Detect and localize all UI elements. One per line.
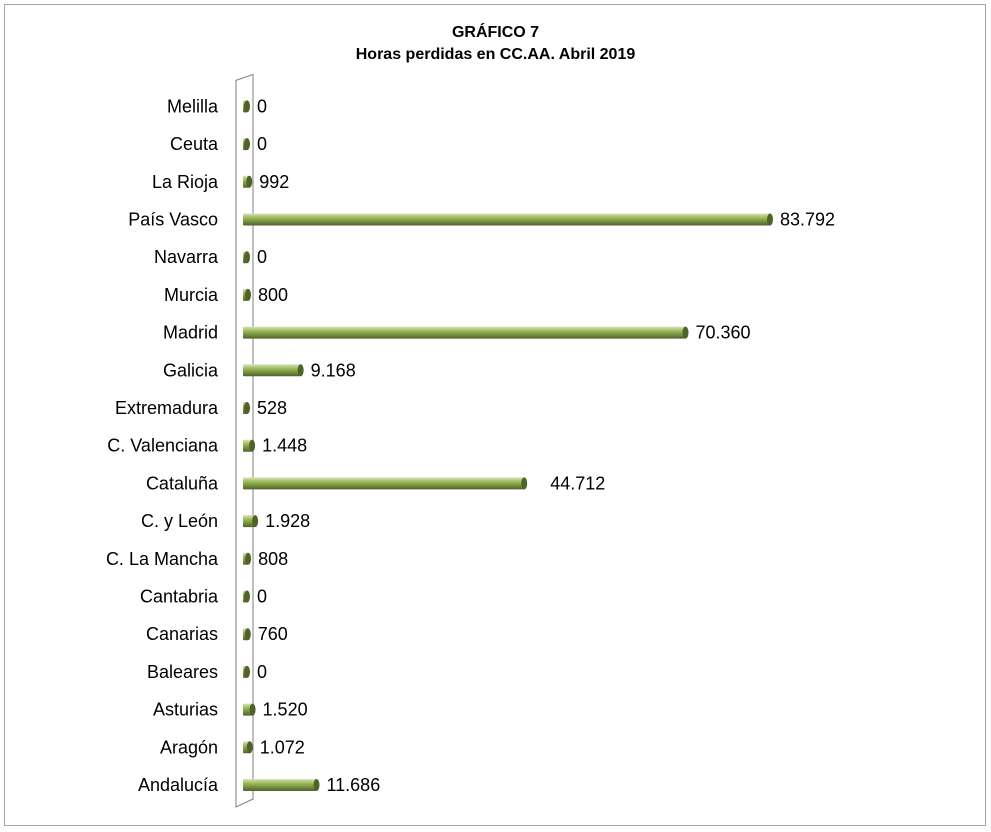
category-label: Canarias bbox=[146, 624, 218, 644]
bar-cap bbox=[244, 628, 251, 641]
category-label: Madrid bbox=[163, 323, 218, 343]
bar-cap bbox=[249, 439, 256, 452]
value-label: 760 bbox=[258, 624, 288, 644]
bar-cap bbox=[313, 779, 320, 791]
bar-cap bbox=[297, 364, 304, 377]
axis-layer bbox=[235, 73, 254, 808]
value-label: 808 bbox=[258, 549, 288, 569]
category-label: País Vasco bbox=[128, 210, 218, 230]
category-label: Ceuta bbox=[170, 134, 219, 154]
value-label: 992 bbox=[259, 172, 289, 192]
bar-país-vasco bbox=[243, 213, 770, 226]
bars-layer bbox=[243, 100, 773, 791]
category-label: Murcia bbox=[164, 285, 219, 305]
bar-cap bbox=[244, 665, 250, 678]
category-label: La Rioja bbox=[152, 172, 219, 192]
value-label: 1.448 bbox=[262, 436, 307, 456]
value-label: 800 bbox=[258, 285, 288, 305]
category-label: C. Valenciana bbox=[107, 436, 219, 456]
category-label: Baleares bbox=[147, 662, 218, 682]
bar-cataluña bbox=[243, 477, 525, 490]
chart-title: GRÁFICO 7 bbox=[451, 24, 540, 41]
bar-cap bbox=[682, 326, 689, 339]
bar-cap bbox=[244, 138, 250, 151]
bar-andalucía bbox=[243, 779, 317, 791]
bar-cap bbox=[521, 477, 528, 490]
category-label: Galicia bbox=[163, 360, 219, 380]
bar-cap bbox=[246, 175, 253, 188]
bar-c-y-león bbox=[243, 515, 256, 528]
value-label: 1.928 bbox=[265, 511, 310, 531]
labels-layer: Andalucía 11.686 Aragón 1.072 Asturias 1.520 B… bbox=[106, 96, 835, 795]
bar-cap bbox=[244, 590, 250, 603]
category-label: Melilla bbox=[167, 96, 219, 116]
bar-cap bbox=[245, 288, 252, 301]
category-label: C. La Mancha bbox=[106, 549, 219, 569]
value-label: 0 bbox=[257, 247, 267, 267]
value-label: 0 bbox=[257, 134, 267, 154]
chart-subtitle: Horas perdidas en CC.AA. Abril 2019 bbox=[355, 46, 636, 63]
bar-cap bbox=[245, 552, 252, 565]
value-label: 1.072 bbox=[260, 737, 305, 757]
category-label: Asturias bbox=[153, 700, 218, 720]
bar-cap bbox=[252, 515, 259, 528]
chart-frame bbox=[4, 4, 986, 826]
bar-galicia bbox=[243, 364, 301, 377]
bar-cap bbox=[244, 251, 250, 264]
category-label: Navarra bbox=[154, 247, 219, 267]
value-label: 0 bbox=[257, 96, 267, 116]
category-label: C. y León bbox=[141, 511, 218, 531]
value-label: 528 bbox=[257, 398, 287, 418]
bar-cap bbox=[244, 402, 250, 414]
value-label: 70.360 bbox=[696, 323, 751, 343]
chart-title-block: GRÁFICO 7 Horas perdidas en CC.AA. Abril… bbox=[0, 22, 991, 66]
value-label: 9.168 bbox=[311, 360, 356, 380]
category-label: Aragón bbox=[160, 737, 218, 757]
category-axis bbox=[235, 73, 254, 808]
category-label: Cantabria bbox=[140, 587, 219, 607]
bar-cap bbox=[249, 703, 256, 716]
bar-cap bbox=[246, 741, 253, 754]
value-label: 83.792 bbox=[780, 210, 835, 230]
category-label: Andalucía bbox=[138, 775, 219, 795]
category-label: Cataluña bbox=[146, 473, 219, 493]
category-label: Extremadura bbox=[115, 398, 219, 418]
value-label: 11.686 bbox=[326, 775, 380, 795]
bar-cap bbox=[767, 213, 773, 226]
value-label: 1.520 bbox=[263, 700, 308, 720]
bar-madrid bbox=[243, 326, 686, 339]
bar-cap bbox=[244, 100, 250, 113]
value-label: 0 bbox=[257, 587, 267, 607]
value-label: 44.712 bbox=[550, 473, 605, 493]
value-label: 0 bbox=[257, 662, 267, 682]
